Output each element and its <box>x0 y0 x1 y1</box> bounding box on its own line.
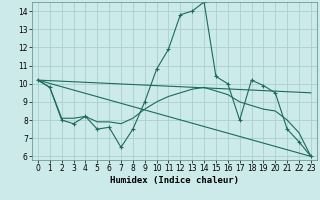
X-axis label: Humidex (Indice chaleur): Humidex (Indice chaleur) <box>110 176 239 185</box>
